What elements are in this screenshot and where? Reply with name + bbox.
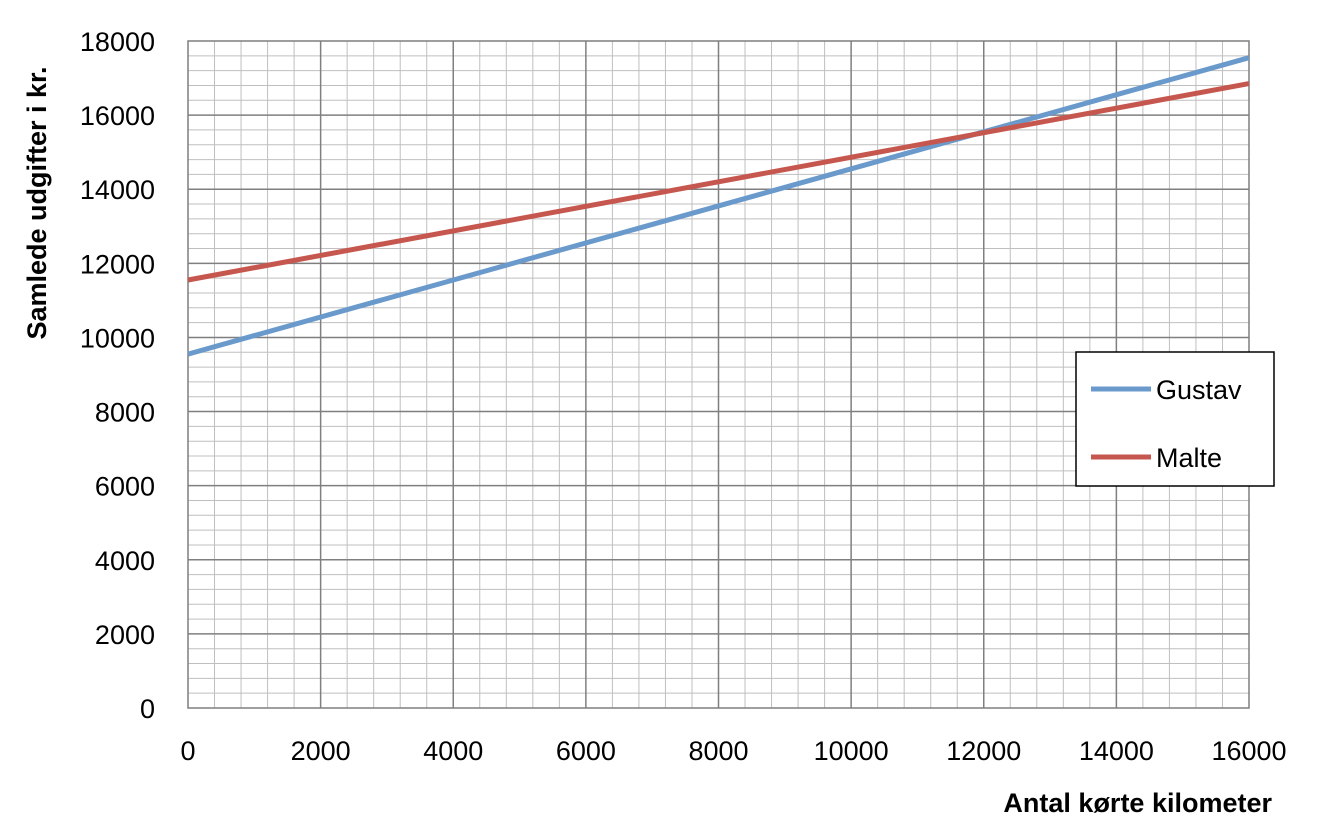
x-tick-label: 14000 xyxy=(1079,736,1154,766)
y-tick-label: 14000 xyxy=(80,175,155,205)
y-tick-label: 16000 xyxy=(80,101,155,131)
minor-gridlines xyxy=(188,41,1249,708)
y-tick-label: 12000 xyxy=(80,249,155,279)
y-axis-ticks: 0 2000 4000 6000 8000 10000 12000 14000 16000 180… xyxy=(80,27,155,724)
legend: Gustav Malte xyxy=(1075,351,1275,487)
y-tick-label: 18000 xyxy=(80,27,155,57)
legend-label-gustav: Gustav xyxy=(1156,375,1242,405)
legend-label-malte: Malte xyxy=(1156,443,1222,473)
x-tick-label: 12000 xyxy=(946,736,1021,766)
y-tick-label: 10000 xyxy=(80,323,155,353)
y-tick-label: 8000 xyxy=(95,398,155,428)
y-tick-label: 6000 xyxy=(95,472,155,502)
series-line-gustav xyxy=(187,55,1250,357)
x-tick-label: 8000 xyxy=(688,736,748,766)
y-tick-label: 4000 xyxy=(95,546,155,576)
x-axis-ticks: 0 2000 4000 6000 8000 10000 12000 14000 16000 xyxy=(180,736,1286,766)
series-line-malte xyxy=(187,81,1250,283)
series-lines xyxy=(187,55,1250,357)
x-axis-title: Antal kørte kilometer xyxy=(1003,788,1272,818)
x-tick-label: 10000 xyxy=(814,736,889,766)
y-tick-label: 0 xyxy=(140,694,155,724)
y-tick-label: 2000 xyxy=(95,620,155,650)
x-tick-label: 16000 xyxy=(1211,736,1286,766)
y-axis-title: Samlede udgifter i kr. xyxy=(22,66,52,339)
x-tick-label: 4000 xyxy=(423,736,483,766)
legend-box xyxy=(1075,351,1275,487)
x-tick-label: 6000 xyxy=(556,736,616,766)
x-tick-label: 0 xyxy=(180,736,195,766)
x-tick-label: 2000 xyxy=(291,736,351,766)
